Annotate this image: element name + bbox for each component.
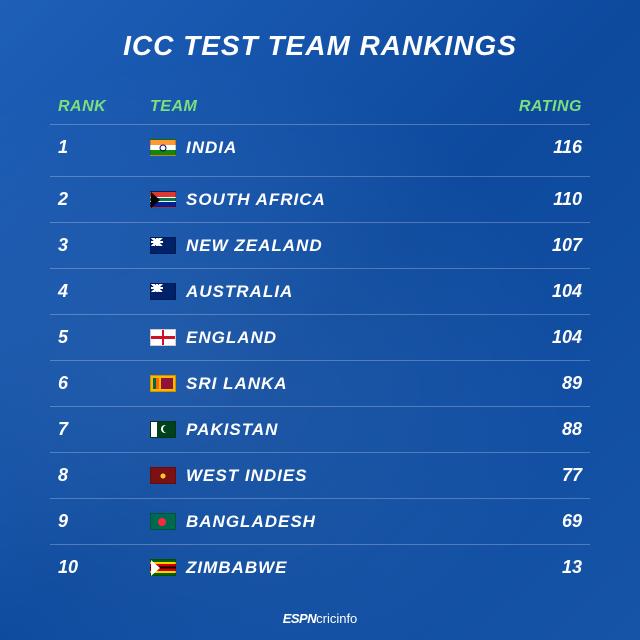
rank-number: 9 bbox=[58, 511, 68, 531]
table-header-row: RANK TEAM RATING bbox=[50, 90, 590, 124]
table-row: 1 INDIA 116 bbox=[50, 124, 590, 170]
rank-number: 10 bbox=[58, 557, 78, 577]
team-name: AUSTRALIA bbox=[186, 282, 293, 302]
rating-number: 88 bbox=[562, 419, 582, 439]
flag-icon bbox=[150, 283, 176, 300]
rank-number: 8 bbox=[58, 465, 68, 485]
flag-icon bbox=[150, 467, 176, 484]
team-name: SOUTH AFRICA bbox=[186, 190, 326, 210]
rating-number: 104 bbox=[552, 327, 582, 347]
flag-icon bbox=[150, 559, 176, 576]
flag-icon bbox=[150, 513, 176, 530]
table-row: 5 ENGLAND 104 bbox=[50, 314, 590, 360]
table-row: 4 AUSTRALIA 104 bbox=[50, 268, 590, 314]
team-name: NEW ZEALAND bbox=[186, 236, 323, 256]
table-row: 2 SOUTH AFRICA 110 bbox=[50, 176, 590, 222]
header-rank: RANK bbox=[58, 98, 106, 115]
table-row: 3 NEW ZEALAND 107 bbox=[50, 222, 590, 268]
team-name: PAKISTAN bbox=[186, 420, 278, 440]
brand-cricinfo: cricinfo bbox=[316, 611, 357, 626]
rating-number: 69 bbox=[562, 511, 582, 531]
table-row: 6 SRI LANKA 89 bbox=[50, 360, 590, 406]
flag-icon bbox=[150, 421, 176, 438]
flag-icon bbox=[150, 191, 176, 208]
header-rating: RATING bbox=[519, 98, 582, 115]
rank-number: 7 bbox=[58, 419, 68, 439]
table-row: 7 PAKISTAN 88 bbox=[50, 406, 590, 452]
team-name: BANGLADESH bbox=[186, 512, 316, 532]
rating-number: 77 bbox=[562, 465, 582, 485]
rank-number: 5 bbox=[58, 327, 68, 347]
header-team: TEAM bbox=[150, 98, 197, 116]
table-row: 8 WEST INDIES 77 bbox=[50, 452, 590, 498]
page-title: ICC TEST TEAM RANKINGS bbox=[50, 30, 590, 62]
flag-icon bbox=[150, 375, 176, 392]
brand-espn: ESPN bbox=[283, 611, 316, 626]
table-body: 1INDIA1162SOUTH AFRICA1103NEW ZEALAND107… bbox=[50, 124, 590, 590]
table-row: 10 ZIMBABWE 13 bbox=[50, 544, 590, 590]
rankings-table: RANK TEAM RATING 1 INDIA 116 2 SOUTH AFRICA 1… bbox=[50, 90, 590, 590]
footer-branding: ESPNcricinfo bbox=[0, 611, 640, 626]
team-name: WEST INDIES bbox=[186, 466, 308, 486]
team-name: ENGLAND bbox=[186, 328, 277, 348]
rank-number: 2 bbox=[58, 189, 68, 209]
table-row: 9 BANGLADESH 69 bbox=[50, 498, 590, 544]
rating-number: 89 bbox=[562, 373, 582, 393]
rankings-container: ICC TEST TEAM RANKINGS RANK TEAM RATING … bbox=[0, 0, 640, 640]
team-name: ZIMBABWE bbox=[186, 558, 287, 578]
rank-number: 4 bbox=[58, 281, 68, 301]
team-name: SRI LANKA bbox=[186, 374, 288, 394]
flag-icon bbox=[150, 139, 176, 156]
flag-icon bbox=[150, 237, 176, 254]
rating-number: 110 bbox=[553, 189, 582, 209]
rating-number: 13 bbox=[562, 557, 582, 577]
rating-number: 104 bbox=[552, 281, 582, 301]
rating-number: 116 bbox=[553, 137, 582, 157]
rating-number: 107 bbox=[552, 235, 582, 255]
rank-number: 6 bbox=[58, 373, 68, 393]
team-name: INDIA bbox=[186, 138, 237, 158]
rank-number: 1 bbox=[58, 137, 68, 157]
rank-number: 3 bbox=[58, 235, 68, 255]
flag-icon bbox=[150, 329, 176, 346]
